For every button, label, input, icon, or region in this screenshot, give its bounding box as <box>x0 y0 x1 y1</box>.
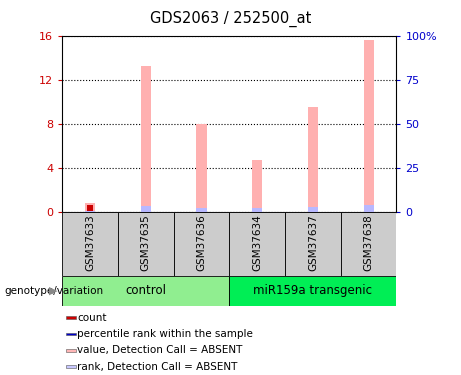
Text: ▶: ▶ <box>49 286 58 296</box>
Bar <box>141 206 151 212</box>
Bar <box>229 212 285 276</box>
Text: genotype/variation: genotype/variation <box>5 286 104 296</box>
Text: GSM37637: GSM37637 <box>308 214 318 271</box>
Text: rank, Detection Call = ABSENT: rank, Detection Call = ABSENT <box>77 362 238 372</box>
Bar <box>85 203 95 212</box>
Bar <box>196 208 207 212</box>
Text: GSM37634: GSM37634 <box>252 214 262 271</box>
Text: GDS2063 / 252500_at: GDS2063 / 252500_at <box>150 11 311 27</box>
Bar <box>66 316 76 319</box>
Text: miR159a transgenic: miR159a transgenic <box>254 284 372 297</box>
Text: percentile rank within the sample: percentile rank within the sample <box>77 329 254 339</box>
Bar <box>66 333 76 336</box>
Bar <box>66 349 76 352</box>
Bar <box>118 212 174 276</box>
Text: count: count <box>77 313 107 322</box>
Bar <box>364 40 373 212</box>
Bar <box>87 205 93 212</box>
Bar <box>341 212 396 276</box>
Bar <box>62 212 118 276</box>
Bar <box>141 66 151 212</box>
Bar <box>252 209 262 212</box>
Bar <box>252 160 262 212</box>
Bar <box>196 124 207 212</box>
Bar <box>174 212 229 276</box>
Bar <box>62 276 229 306</box>
Bar <box>364 206 373 212</box>
Bar <box>285 212 341 276</box>
Bar <box>308 207 318 212</box>
Text: value, Detection Call = ABSENT: value, Detection Call = ABSENT <box>77 345 243 355</box>
Text: control: control <box>125 284 166 297</box>
Text: GSM37636: GSM37636 <box>196 214 207 271</box>
Text: GSM37633: GSM37633 <box>85 214 95 271</box>
Text: GSM37635: GSM37635 <box>141 214 151 271</box>
Bar <box>66 365 76 368</box>
Text: GSM37638: GSM37638 <box>364 214 373 271</box>
Bar <box>308 107 318 212</box>
Bar <box>85 211 95 212</box>
Bar <box>229 276 396 306</box>
